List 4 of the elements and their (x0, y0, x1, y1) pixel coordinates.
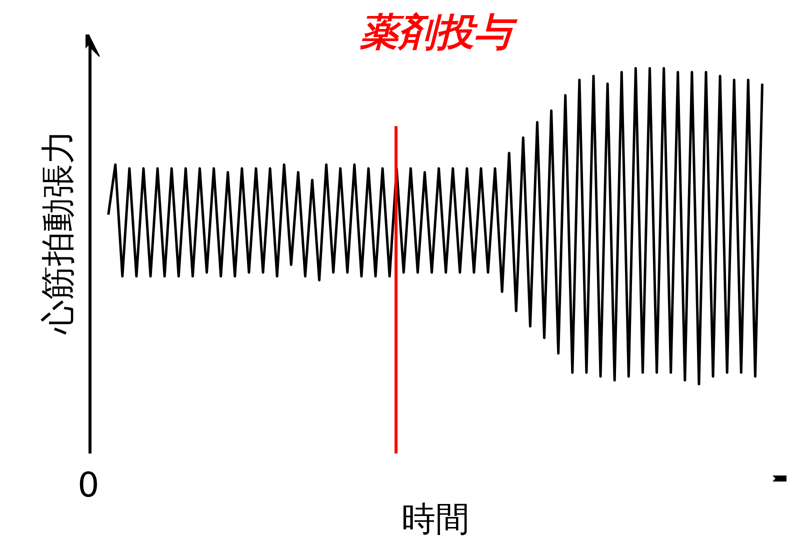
y-axis-title: 心筋拍動張力 (38, 130, 78, 335)
text: 0 (78, 466, 100, 506)
text: 薬剤投与 (359, 10, 518, 54)
x-axis-title: 時間 (402, 500, 470, 540)
